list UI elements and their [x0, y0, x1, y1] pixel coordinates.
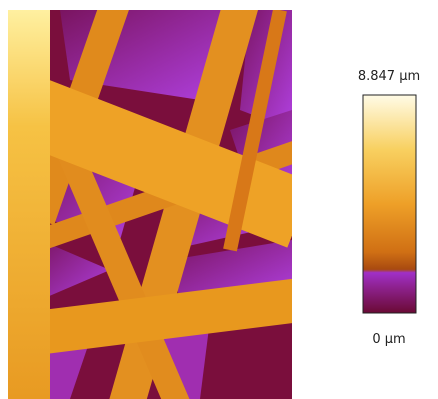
colorbar-max-label: 8.847 µm	[358, 69, 420, 84]
colorbar-min-label: 0 µm	[372, 332, 405, 347]
afm-figure: 8.847 µm 0 µm	[0, 0, 438, 399]
page: 8.847 µm 0 µm (() => { const data = JSON…	[0, 0, 438, 399]
afm-image	[8, 0, 300, 399]
colorbar	[363, 95, 416, 313]
